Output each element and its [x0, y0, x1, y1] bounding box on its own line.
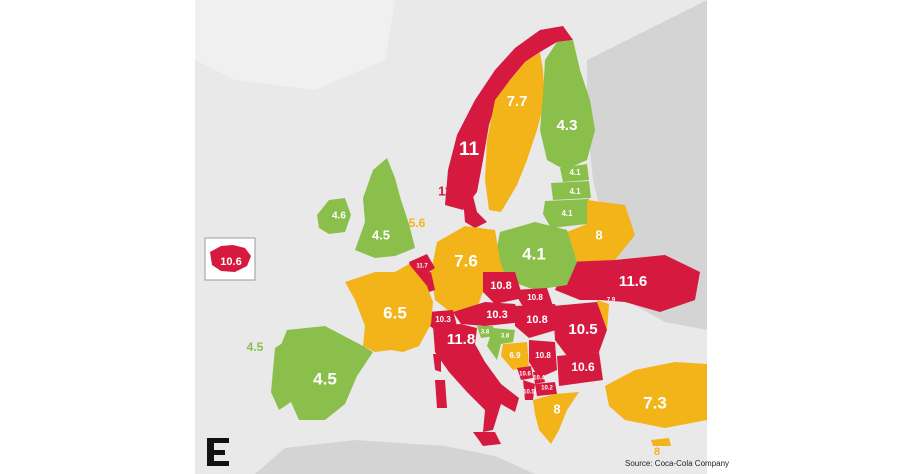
country-sweden [485, 52, 545, 212]
label-portugal: 4.5 [247, 340, 264, 354]
country-norway [445, 26, 573, 210]
country-estonia [560, 164, 589, 182]
label-iceland: 10.6 [220, 256, 241, 268]
label-latvia: 4.1 [569, 187, 581, 196]
label-belgium: 11.7 [439, 278, 451, 284]
label-ireland: 4.6 [332, 211, 346, 222]
country-netherlands [409, 254, 435, 276]
label-lithuania: 4.1 [561, 209, 573, 218]
country-bulgaria [557, 352, 603, 386]
island-corsica [433, 354, 441, 372]
country-kosovo [533, 372, 545, 384]
country-montenegro [517, 366, 533, 380]
greenland-land [195, 0, 395, 90]
label-italy: 11.8 [447, 331, 475, 348]
label-austria: 10.3 [486, 309, 507, 321]
country-ireland [317, 198, 351, 234]
country-romania [553, 302, 607, 356]
label-bosnia: 6.9 [509, 351, 521, 360]
country-lithuania [543, 199, 589, 228]
country-belarus [567, 200, 635, 262]
label-ukraine: 11.6 [619, 273, 647, 290]
label-greece: 8 [553, 401, 560, 416]
label-norway: 11 [459, 139, 480, 160]
label-slovakia: 10.8 [527, 293, 543, 302]
country-uk [355, 158, 415, 258]
logo-e-shape [207, 438, 229, 466]
country-france [345, 264, 433, 352]
label-germany: 7.6 [454, 251, 478, 270]
europe-map: 10.6 11 7.7 4.3 11 4.6 4.5 5.6 11.7 11.7… [195, 0, 707, 474]
label-uk: 4.5 [372, 227, 390, 242]
label-moldova: 7.9 [607, 298, 616, 304]
label-spain: 4.5 [313, 369, 337, 388]
label-romania: 10.5 [568, 321, 597, 338]
label-turkey: 7.3 [643, 393, 667, 412]
label-north-sea: 5.6 [409, 216, 426, 230]
label-netherlands: 11.7 [416, 264, 428, 270]
country-italy [433, 324, 519, 432]
label-slovenia: 3.8 [481, 330, 490, 336]
label-macedonia: 10.2 [541, 386, 553, 392]
label-poland: 4.1 [522, 244, 546, 263]
country-denmark [463, 196, 487, 228]
label-switzerland: 10.3 [435, 315, 451, 324]
label-bulgaria: 10.6 [571, 360, 595, 374]
country-greece [533, 392, 579, 444]
label-estonia: 4.1 [569, 168, 581, 177]
island-sicily [473, 432, 501, 446]
label-serbia: 10.8 [535, 351, 551, 360]
label-croatia: 3.8 [501, 334, 510, 340]
country-finland [540, 40, 595, 170]
country-ukraine [555, 255, 700, 312]
map-canvas: 10.6 11 7.7 4.3 11 4.6 4.5 5.6 11.7 11.7… [195, 0, 707, 474]
label-czechia: 10.8 [490, 280, 511, 292]
label-cyprus: 8 [654, 446, 660, 458]
publisher-logo [207, 438, 229, 466]
country-czechia [483, 272, 523, 304]
country-serbia [529, 340, 557, 378]
country-cyprus [651, 438, 671, 446]
label-kosovo: 10.4 [533, 376, 545, 382]
island-sardinia [435, 380, 447, 408]
country-poland [495, 222, 577, 290]
country-germany [431, 226, 507, 312]
label-denmark: 11 [438, 183, 452, 198]
label-france: 6.5 [383, 303, 407, 322]
country-croatia [487, 328, 515, 360]
label-belarus: 8 [595, 227, 602, 242]
country-slovenia [477, 326, 495, 338]
country-albania [523, 380, 535, 400]
country-portugal [271, 340, 291, 410]
country-bosnia [501, 342, 529, 370]
label-sweden: 7.7 [507, 93, 528, 110]
country-turkey [605, 362, 707, 428]
country-spain [279, 326, 373, 420]
source-credit: Source: Coca-Cola Company [625, 459, 730, 468]
label-montenegro: 10.6 [519, 372, 531, 378]
label-finland: 4.3 [557, 117, 578, 134]
label-hungary: 10.8 [526, 314, 547, 326]
country-austria [453, 302, 523, 326]
country-hungary [515, 304, 563, 338]
country-iceland [210, 245, 251, 272]
country-slovakia [513, 288, 553, 310]
country-macedonia [535, 382, 557, 396]
label-albania: 10.5 [523, 390, 535, 396]
country-latvia [551, 181, 591, 200]
africa-land [255, 440, 535, 474]
